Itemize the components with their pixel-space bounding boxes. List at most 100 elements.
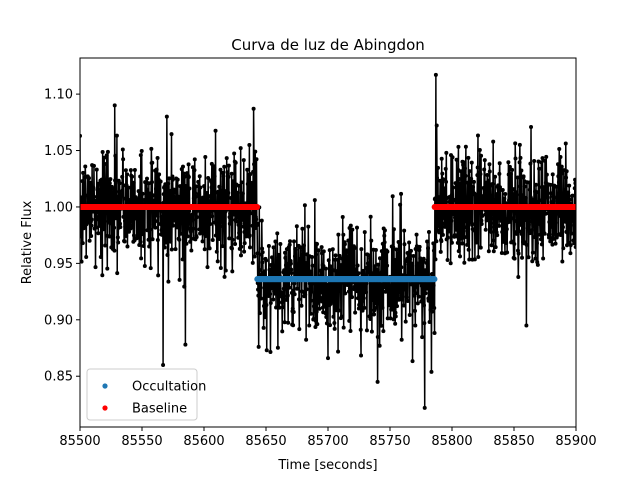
raw-flux-point	[449, 193, 454, 198]
raw-flux-point	[495, 233, 500, 238]
raw-flux-point	[367, 262, 372, 267]
raw-flux-point	[138, 153, 143, 158]
raw-flux-point	[456, 144, 461, 149]
raw-flux-point	[490, 193, 495, 198]
raw-flux-point	[93, 265, 98, 270]
raw-flux-point	[515, 192, 520, 197]
raw-flux-point	[347, 286, 352, 291]
raw-flux-point	[255, 251, 260, 256]
raw-flux-point	[504, 240, 509, 245]
raw-flux-point	[441, 177, 446, 182]
raw-flux-point	[341, 232, 346, 237]
raw-flux-point	[305, 263, 310, 268]
raw-flux-point	[127, 229, 132, 234]
legend-marker-occultation	[102, 383, 108, 389]
x-tick-label: 85550	[121, 434, 162, 449]
raw-flux-point	[266, 244, 271, 249]
raw-flux-point	[535, 262, 540, 267]
raw-flux-point	[297, 327, 302, 332]
raw-flux-point	[419, 269, 424, 274]
raw-flux-point	[202, 247, 207, 252]
raw-flux-point	[453, 199, 458, 204]
raw-flux-point	[110, 218, 115, 223]
raw-flux-point	[372, 312, 377, 317]
raw-flux-point	[169, 247, 174, 252]
raw-flux-point	[412, 293, 417, 298]
raw-flux-point	[101, 227, 106, 232]
raw-flux-point	[292, 292, 297, 297]
raw-flux-point	[167, 219, 172, 224]
raw-flux-point	[81, 170, 86, 175]
raw-flux-point	[467, 214, 472, 219]
raw-flux-point	[188, 239, 193, 244]
raw-flux-point	[324, 321, 329, 326]
raw-flux-point	[324, 315, 329, 320]
raw-flux-point	[406, 267, 411, 272]
raw-flux-point	[288, 239, 292, 244]
raw-flux-point	[376, 262, 381, 267]
raw-flux-point	[355, 263, 360, 268]
raw-flux-point	[290, 306, 295, 311]
raw-flux-point	[542, 158, 547, 163]
raw-flux-point	[519, 231, 524, 236]
raw-flux-point	[487, 169, 492, 174]
raw-flux-point	[209, 179, 214, 184]
raw-flux-point	[149, 146, 154, 151]
raw-flux-point	[415, 291, 420, 296]
raw-flux-point	[218, 266, 223, 271]
raw-flux-point	[558, 154, 563, 159]
raw-flux-point	[108, 177, 113, 182]
raw-flux-point	[473, 228, 478, 233]
x-tick-label: 85850	[493, 434, 534, 449]
raw-flux-point	[100, 177, 105, 182]
raw-flux-point	[314, 309, 319, 314]
raw-flux-point	[341, 325, 346, 330]
raw-flux-point	[531, 212, 536, 217]
raw-flux-point	[476, 255, 481, 260]
raw-flux-point	[477, 190, 482, 195]
raw-flux-point	[348, 223, 353, 228]
raw-flux-point	[292, 239, 297, 244]
raw-flux-point	[141, 217, 146, 222]
y-axis-label: Relative Flux	[20, 200, 35, 284]
x-tick-label: 85600	[183, 434, 224, 449]
raw-flux-point	[375, 335, 380, 340]
raw-flux-point	[396, 267, 401, 272]
raw-flux-point	[463, 144, 468, 149]
raw-flux-point	[566, 220, 571, 225]
raw-flux-point	[135, 197, 140, 202]
raw-flux-point	[303, 292, 308, 297]
raw-flux-point	[370, 297, 375, 302]
raw-flux-point	[511, 192, 516, 197]
raw-flux-point	[264, 258, 269, 263]
raw-flux-point	[560, 211, 565, 216]
raw-flux-point	[181, 193, 186, 198]
raw-flux-point	[260, 260, 265, 265]
raw-flux-point	[480, 213, 485, 218]
raw-flux-point	[437, 230, 442, 235]
raw-flux-point	[172, 211, 177, 216]
raw-flux-point	[539, 242, 544, 247]
raw-flux-point	[136, 227, 141, 232]
raw-flux-point	[405, 299, 410, 304]
raw-flux-point	[467, 257, 472, 262]
raw-flux-point	[421, 256, 426, 261]
raw-flux-point	[105, 186, 110, 191]
raw-flux-point	[242, 249, 247, 254]
raw-flux-point	[185, 234, 190, 239]
raw-flux-point	[483, 227, 488, 232]
raw-flux-point	[456, 249, 461, 254]
raw-flux-point	[553, 220, 558, 225]
raw-flux-point	[489, 225, 494, 230]
raw-flux-point	[345, 282, 350, 287]
raw-flux-point	[387, 303, 392, 308]
raw-flux-point	[373, 301, 378, 306]
raw-flux-point	[386, 287, 391, 292]
raw-flux-point	[323, 293, 328, 297]
raw-flux-point	[198, 185, 203, 190]
raw-flux-point	[344, 248, 349, 253]
raw-flux-point	[285, 293, 290, 298]
raw-flux-point	[368, 256, 373, 261]
raw-flux-point	[321, 264, 326, 269]
raw-flux-point	[280, 329, 285, 334]
